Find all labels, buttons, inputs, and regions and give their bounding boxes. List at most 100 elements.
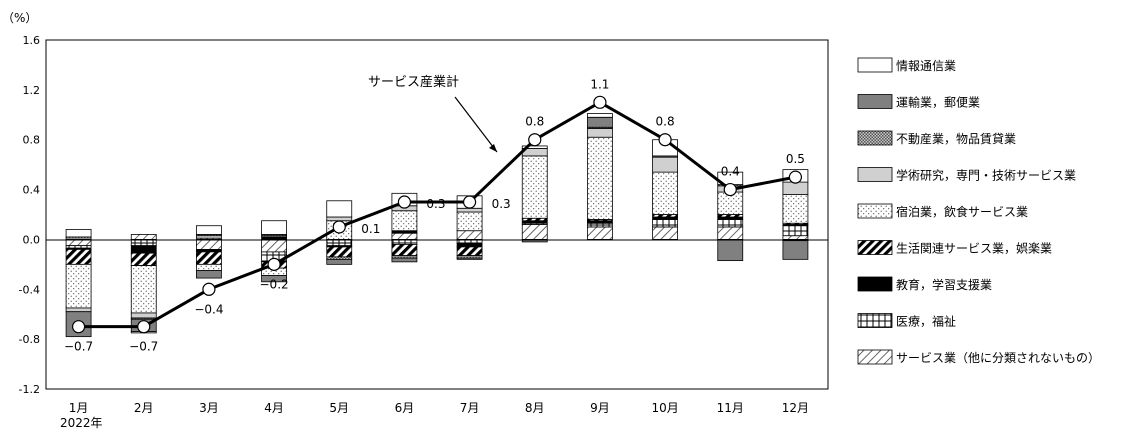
bar-segment [717,226,744,240]
bar-segment [717,239,744,262]
total-value-labels: −0.7 −0.7 −0.4 −0.2 0.1 0.3 0.3 0.8 1.1 0.8 0.4 0.5 [64,77,805,353]
legend-label: 生活関連サービス業，娯楽業 [896,242,1052,256]
y-tick-label: -0.8 [19,333,40,346]
x-axis-year-label: 2022年 [60,416,103,430]
x-axis: 1月 2月 3月 4月 5月 6月 7月 8月 9月 10月 11月 12月 [69,401,809,415]
legend-label: 宿泊業，飲食サービス業 [896,204,1028,219]
x-tick-label: 3月 [199,401,219,415]
bar-segment [456,242,483,248]
bar-segment [456,257,483,260]
legend: 情報通信業運輸業，郵便業不動産業，物品賃貸業学術研究，専門・技術サービス業宿泊業… [857,57,1100,365]
x-tick-label: 5月 [329,401,349,415]
legend-label: 運輸業，郵便業 [896,95,980,110]
bar-segment [782,194,809,224]
bar-segment [130,265,157,314]
bar-segment [196,270,222,279]
bar-segment [261,239,287,253]
total-point [71,320,86,334]
total-value-label: 1.1 [590,77,609,91]
legend-swatch [857,276,893,292]
bar-segment [587,128,613,138]
y-tick-label: 1.6 [23,34,41,47]
y-tick-label: -1.2 [19,383,40,396]
bar-segment [130,252,157,267]
bar-segment [652,156,678,173]
x-tick-label: 6月 [395,401,415,415]
bar-segment [391,257,418,263]
bar-segment [521,239,548,243]
y-axis: 1.6 1.2 0.8 0.4 0.0 -0.4 -0.8 -1.2 [19,34,40,396]
total-point [137,320,151,334]
bar-segment [130,234,157,240]
total-value-label: −0.2 [260,277,289,291]
total-value-label: 0.3 [426,197,445,211]
bar-segment [196,251,222,265]
y-tick-label: 0.4 [23,184,41,197]
total-value-label: 0.3 [492,197,511,211]
bar-segment [521,155,548,219]
legend-label: 医療，福祉 [896,314,956,329]
legend-swatch [857,349,893,365]
bar-segment [456,207,483,213]
bar-segment [782,225,809,237]
total-point [462,195,477,209]
bar-segment [261,275,287,283]
y-tick-label: -0.4 [19,283,40,296]
x-tick-label: 2月 [134,401,154,415]
legend-label: 学術研究，専門・技術サービス業 [896,168,1076,183]
bar-segment [782,181,809,195]
total-point [332,220,346,234]
bar-segment [587,222,613,228]
bar-segment [587,113,613,118]
total-point [202,282,216,296]
bar-segment [326,258,353,265]
x-tick-label: 1月 [69,401,89,415]
annotation-arrow-line [454,96,498,153]
plot-frame [45,39,829,390]
bar-segment [391,244,418,257]
legend-swatch [857,57,893,73]
total-point [658,133,672,147]
bar-segment [782,240,809,260]
bar-segment [456,211,483,232]
bar-segment [456,230,483,240]
total-point [528,133,542,147]
stacked-bars [65,113,809,338]
total-value-label: 0.8 [525,115,544,129]
annotation-arrow-head [489,144,497,152]
total-point [593,95,607,109]
bar-segment [587,226,613,240]
x-tick-label: 10月 [651,401,678,415]
total-point [723,182,737,197]
legend-label: サービス業（他に分類されないもの） [896,351,1100,365]
bar-segment [391,232,418,240]
bar-segment [782,235,809,240]
bar-segment [391,210,418,232]
bar-segment [130,245,157,254]
total-value-label: 0.5 [786,152,805,166]
legend-swatch [857,313,893,328]
total-value-label: 0.8 [656,115,675,129]
bar-segment [196,263,222,271]
x-tick-label: 8月 [525,401,545,415]
bar-segment [326,246,353,258]
legend-label: 不動産業，物品賃貸業 [896,131,1016,146]
total-value-label: 0.1 [361,222,380,236]
annotation: サービス産業計 [368,74,498,153]
total-value-label: −0.7 [129,340,158,354]
bar-segment [196,239,222,250]
bar-segment [130,312,157,319]
legend-label: 情報通信業 [896,59,956,73]
y-axis-unit-label: （%） [2,11,37,25]
total-point [267,257,281,271]
bar-segment [326,216,353,222]
y-tick-label: 0.8 [23,134,41,147]
bar-segment [521,224,548,240]
annotation-label: サービス産業計 [368,74,459,90]
bar-segment [65,307,92,313]
bar-segment [65,229,92,238]
bar-segment [717,219,744,228]
legend-swatch [857,130,893,146]
total-line [78,100,796,329]
total-point [397,195,412,209]
